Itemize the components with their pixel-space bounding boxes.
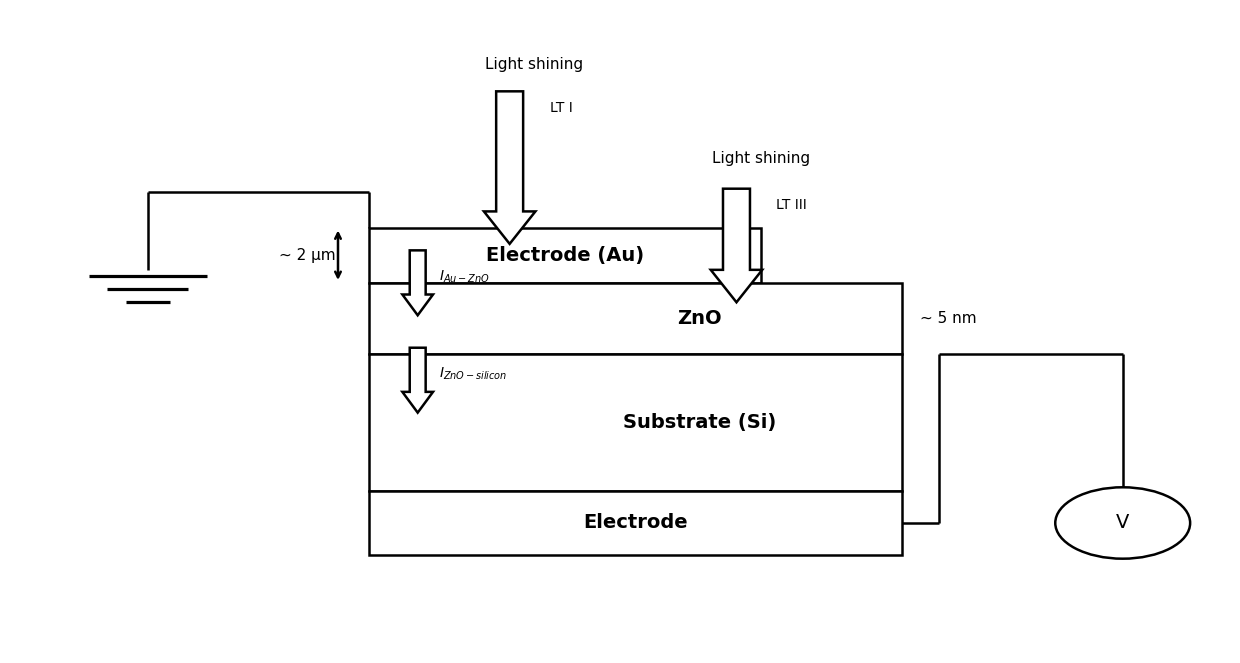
- Text: $I_{Au-ZnO}$: $I_{Au-ZnO}$: [439, 268, 490, 284]
- Bar: [368, 227, 761, 283]
- Polygon shape: [402, 347, 433, 412]
- Text: Electrode: Electrode: [583, 513, 688, 532]
- Bar: [368, 354, 901, 491]
- Polygon shape: [711, 189, 763, 302]
- Bar: [368, 283, 901, 354]
- Text: ~ 2 μm: ~ 2 μm: [279, 248, 336, 263]
- Text: LT I: LT I: [551, 101, 573, 115]
- Bar: [368, 491, 901, 556]
- Text: ~ 5 nm: ~ 5 nm: [920, 311, 977, 326]
- Text: LT III: LT III: [776, 198, 806, 212]
- Text: Light shining: Light shining: [712, 151, 810, 166]
- Polygon shape: [402, 251, 433, 316]
- Text: Substrate (Si): Substrate (Si): [622, 413, 776, 432]
- Text: $I_{ZnO-silicon}$: $I_{ZnO-silicon}$: [439, 365, 507, 382]
- Text: Electrode (Au): Electrode (Au): [486, 246, 644, 265]
- Text: Light shining: Light shining: [485, 57, 583, 72]
- Polygon shape: [484, 91, 536, 244]
- Text: ZnO: ZnO: [677, 309, 722, 328]
- Text: V: V: [1116, 513, 1130, 532]
